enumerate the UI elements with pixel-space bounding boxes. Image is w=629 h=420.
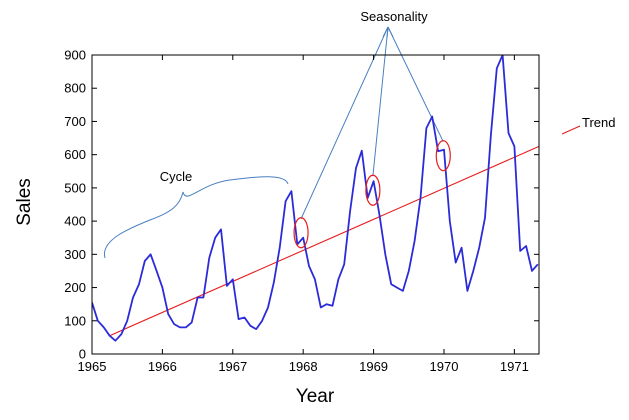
y-tick-label: 600 xyxy=(64,147,86,162)
x-tick-label: 1966 xyxy=(148,359,177,374)
plot-frame xyxy=(91,54,540,355)
seasonality-marker-ellipse xyxy=(293,217,309,249)
tick-layer: 0 100 200 300 400 500 600 700 800 900 1965 1966 1967… xyxy=(64,48,539,374)
x-tick-label: 1969 xyxy=(359,359,388,374)
seasonality-arrow-line xyxy=(372,26,389,177)
seasonality-marker-ellipse xyxy=(365,174,381,206)
cycle-brace xyxy=(104,176,289,259)
x-tick-label: 1971 xyxy=(500,359,529,374)
y-tick-label: 900 xyxy=(64,48,86,63)
seasonality-markers xyxy=(293,140,451,249)
seasonality-arrowhead xyxy=(382,26,394,39)
y-tick-label: 200 xyxy=(64,280,86,295)
trend-pointer-line xyxy=(561,125,581,135)
plot-frame-border xyxy=(91,54,540,355)
y-tick-label: 300 xyxy=(64,247,86,262)
x-tick-label: 1967 xyxy=(218,359,247,374)
series-layer xyxy=(92,55,540,342)
trend-line xyxy=(109,145,540,337)
seasonality-annotation: Seasonality xyxy=(360,9,428,24)
x-tick-label: 1970 xyxy=(430,359,459,374)
y-tick-label: 0 xyxy=(79,347,86,362)
y-tick-label: 400 xyxy=(64,214,86,229)
x-tick-label: 1965 xyxy=(78,359,107,374)
x-axis-label: Year xyxy=(296,386,335,407)
x-tick-label: 1968 xyxy=(289,359,318,374)
cycle-annotation: Cycle xyxy=(160,169,193,184)
annotation-layer xyxy=(104,26,581,259)
trend-annotation: Trend xyxy=(582,115,615,130)
y-tick-label: 800 xyxy=(64,81,86,96)
y-tick-label: 100 xyxy=(64,313,86,328)
sales-line xyxy=(92,55,539,342)
seasonality-marker-ellipse xyxy=(435,140,451,172)
y-tick-label: 500 xyxy=(64,180,86,195)
y-tick-label: 700 xyxy=(64,114,86,129)
seasonality-arrow-line xyxy=(387,26,444,142)
y-axis-label: Sales xyxy=(14,178,35,226)
